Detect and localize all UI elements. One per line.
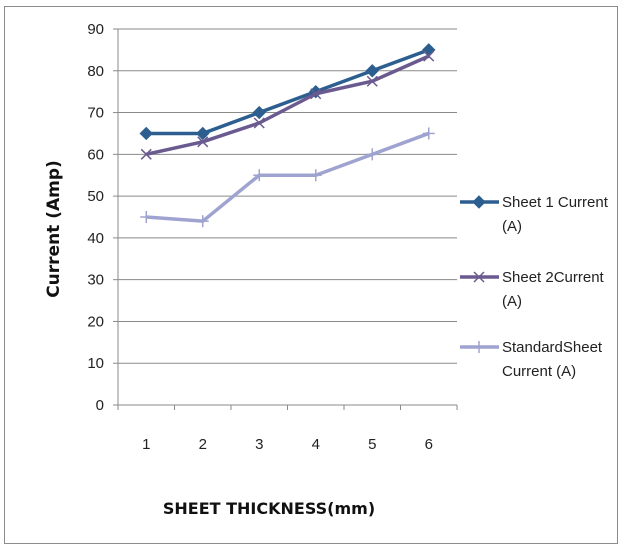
y-tick-label: 30 xyxy=(87,272,104,289)
data-point xyxy=(366,75,378,87)
y-tick-label: 10 xyxy=(87,355,104,372)
series-3 xyxy=(140,127,435,228)
data-point xyxy=(310,88,322,100)
legend-entry-2: Sheet 2Current (A) xyxy=(460,269,605,310)
data-point xyxy=(140,211,153,223)
data-point xyxy=(140,148,152,160)
data-point xyxy=(139,126,153,141)
y-tick-labels: 0 10 20 30 40 50 60 70 80 90 xyxy=(87,21,104,414)
y-tick-label: 60 xyxy=(87,146,104,163)
legend-label: StandardSheet Current (A) xyxy=(502,339,603,380)
data-point xyxy=(309,169,322,182)
data-point xyxy=(197,136,209,148)
x-axis-title: SHEET THICKNESS(mm) xyxy=(163,499,375,518)
data-point xyxy=(253,169,266,182)
data-point xyxy=(366,148,379,161)
x-tick-label: 5 xyxy=(368,436,376,453)
legend-entry-1: Sheet 1 Current (A) xyxy=(460,194,609,235)
legend-label: Sheet 1 Current (A) xyxy=(502,194,609,235)
legend-label: Sheet 2Current (A) xyxy=(502,269,605,310)
chart-frame: 0 10 20 30 40 50 60 70 80 90 1 2 3 4 5 6 Sheet 1 Curre… xyxy=(4,6,618,544)
x-tick-labels: 1 2 3 4 5 6 xyxy=(142,436,433,453)
x-tick-label: 6 xyxy=(425,436,433,453)
data-point xyxy=(422,43,436,57)
legend-marker xyxy=(473,341,485,353)
series-lines xyxy=(139,43,436,228)
series-1 xyxy=(139,43,436,141)
y-axis-title: Current (Amp) xyxy=(44,160,64,298)
data-point xyxy=(252,105,266,120)
data-point xyxy=(365,64,379,78)
axes xyxy=(113,28,458,410)
legend-entry-3: StandardSheet Current (A) xyxy=(460,339,603,380)
y-tick-label: 80 xyxy=(87,63,104,80)
x-tick-label: 3 xyxy=(255,436,263,453)
series-line-1 xyxy=(146,48,430,136)
data-point xyxy=(196,215,209,228)
legend-marker xyxy=(472,195,486,209)
y-tick-label: 0 xyxy=(96,397,104,414)
series-line-2 xyxy=(145,54,430,157)
data-point xyxy=(196,126,210,141)
y-tick-label: 40 xyxy=(87,230,104,247)
series-2 xyxy=(140,50,435,160)
legend: Sheet 1 Current (A) Sheet 2Current (A) Stand… xyxy=(460,194,609,380)
gridlines xyxy=(118,28,457,364)
y-tick-label: 20 xyxy=(87,313,104,330)
series-line-3 xyxy=(146,131,430,223)
y-tick-label: 50 xyxy=(87,188,104,205)
legend-marker xyxy=(473,271,485,283)
data-point xyxy=(422,127,435,140)
data-point xyxy=(253,117,265,129)
y-tick-label: 70 xyxy=(87,105,104,122)
x-tick-label: 1 xyxy=(142,436,150,453)
data-point xyxy=(423,50,435,62)
y-tick-label: 90 xyxy=(87,21,104,38)
line-chart: 0 10 20 30 40 50 60 70 80 90 1 2 3 4 5 6 Sheet 1 Curre… xyxy=(44,21,609,518)
x-tick-label: 2 xyxy=(199,436,207,453)
x-tick-label: 4 xyxy=(312,436,320,453)
